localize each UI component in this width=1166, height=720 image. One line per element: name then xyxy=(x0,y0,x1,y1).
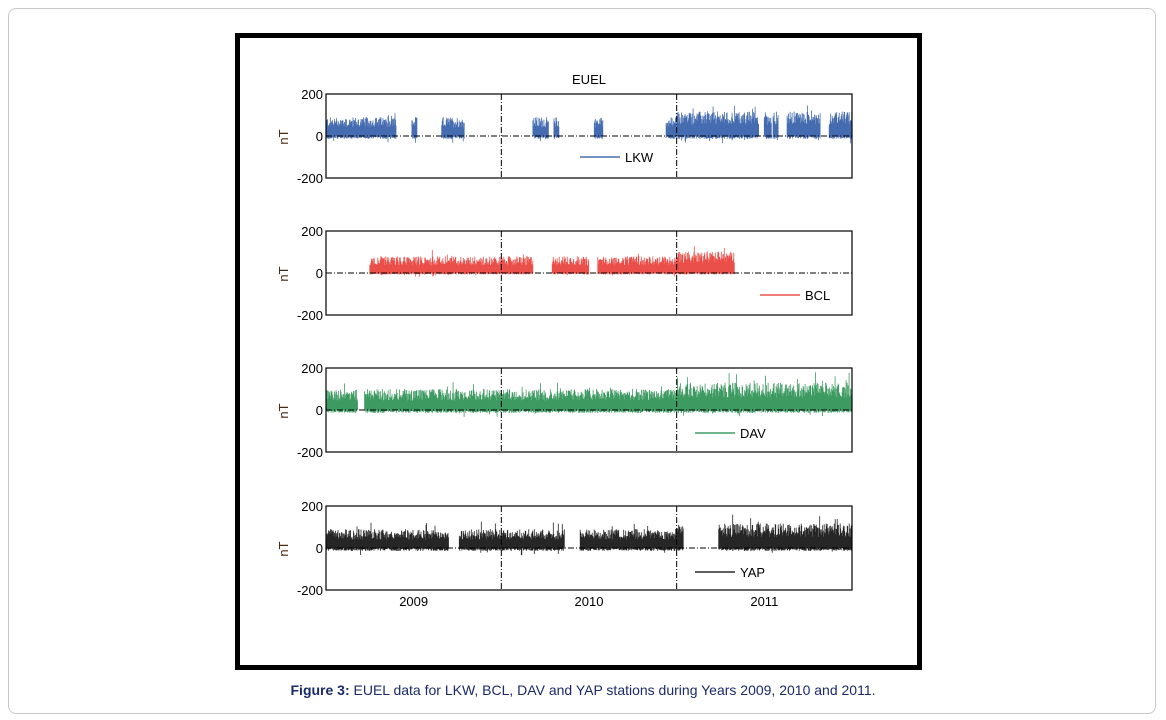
series-segment-lkw xyxy=(828,111,853,144)
panel-lkw: 200 0 -200 nT LKW xyxy=(276,87,853,186)
y-axis-label: nT xyxy=(276,541,291,556)
caption-label: Figure 3: xyxy=(290,682,350,698)
y-axis-label: nT xyxy=(276,129,291,144)
series-segment-lkw xyxy=(411,117,418,143)
plot-border xyxy=(325,367,853,453)
y-tick-label: -200 xyxy=(297,445,323,460)
series-segment-lkw xyxy=(665,106,759,144)
plot-border xyxy=(325,93,853,179)
x-tick-label: 2011 xyxy=(750,594,778,609)
y-tick-label: 0 xyxy=(316,403,323,418)
y-tick-label: 200 xyxy=(301,224,323,239)
plot-border xyxy=(325,230,853,316)
series-segment-lkw xyxy=(786,105,821,141)
x-tick-label: 2010 xyxy=(575,594,604,609)
series-segment-yap xyxy=(579,523,684,553)
series-segment-dav xyxy=(325,383,358,413)
y-tick-label: 200 xyxy=(301,361,323,376)
series-segment-bcl xyxy=(597,246,735,277)
y-tick-label: 0 xyxy=(316,541,323,556)
series-segment-lkw xyxy=(553,117,560,139)
series-segment-lkw xyxy=(593,117,604,139)
panel-bcl: 200 0 -200 nT BCL xyxy=(276,224,853,323)
series-segment-lkw xyxy=(325,113,397,143)
y-axis-label: nT xyxy=(276,403,291,418)
y-tick-label: 200 xyxy=(301,499,323,514)
figure-caption: Figure 3: EUEL data for LKW, BCL, DAV an… xyxy=(0,682,1166,698)
panel-yap: 200 0 -200 nT YAP xyxy=(276,499,853,598)
series-segment-yap xyxy=(325,522,449,555)
series-segment-lkw xyxy=(441,117,465,143)
series-segment-bcl xyxy=(551,256,590,276)
caption-text: EUEL data for LKW, BCL, DAV and YAP stat… xyxy=(349,682,876,698)
series-segment-lkw xyxy=(772,111,779,140)
series-segment-lkw xyxy=(763,112,772,139)
series-segment-yap xyxy=(458,521,565,556)
series-segment-bcl xyxy=(369,250,534,277)
legend-label: YAP xyxy=(740,565,765,580)
y-tick-label: -200 xyxy=(297,583,323,598)
series-segment-lkw xyxy=(532,117,549,141)
euel-chart: EUEL 200 0 -200 nT LKW 200 0 -200 nT BCL 200 0 -200 nT… xyxy=(276,72,853,609)
y-tick-label: 0 xyxy=(316,266,323,281)
y-tick-label: 0 xyxy=(316,129,323,144)
y-tick-label: -200 xyxy=(297,308,323,323)
figure-frame xyxy=(235,33,922,670)
y-tick-label: -200 xyxy=(297,171,323,186)
legend-label: BCL xyxy=(805,288,830,303)
legend-label: LKW xyxy=(625,150,654,165)
legend-label: DAV xyxy=(740,426,766,441)
chart-title: EUEL xyxy=(572,72,606,87)
plot-border xyxy=(325,505,853,591)
panel-dav: 200 0 -200 nT DAV xyxy=(276,361,853,460)
series-segment-dav xyxy=(364,372,852,417)
series-segment-yap xyxy=(718,514,853,553)
x-tick-label: 2009 xyxy=(399,594,428,609)
y-tick-label: 200 xyxy=(301,87,323,102)
y-axis-label: nT xyxy=(276,266,291,281)
figure-card xyxy=(8,8,1156,714)
